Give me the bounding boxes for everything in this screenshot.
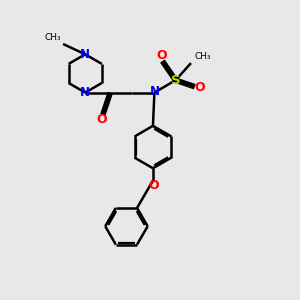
Text: O: O: [195, 81, 206, 94]
Text: O: O: [96, 113, 107, 127]
Text: S: S: [171, 74, 180, 87]
Text: N: N: [80, 86, 90, 99]
Text: N: N: [80, 48, 90, 61]
Text: CH₃: CH₃: [194, 52, 211, 61]
Text: O: O: [157, 49, 167, 62]
Text: N: N: [149, 85, 159, 98]
Text: CH₃: CH₃: [44, 33, 61, 42]
Text: O: O: [148, 179, 159, 192]
